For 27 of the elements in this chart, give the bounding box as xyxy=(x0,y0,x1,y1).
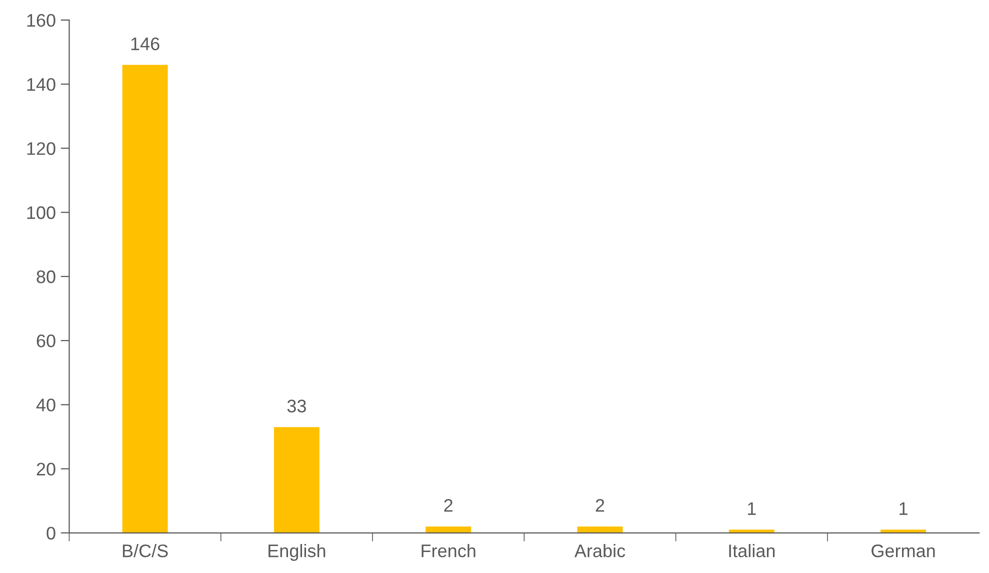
y-tick-label: 60 xyxy=(36,334,56,348)
y-tick-label: 140 xyxy=(27,78,56,91)
data-label: 146 xyxy=(131,37,160,50)
data-label: 33 xyxy=(287,400,306,412)
bar xyxy=(880,530,926,533)
bar xyxy=(122,64,168,533)
y-tick-label: 100 xyxy=(27,206,56,220)
x-tick-label: English xyxy=(268,544,326,561)
data-label: 1 xyxy=(748,502,756,515)
x-tick-label: B/C/S xyxy=(122,544,168,558)
x-tick-label: Italian xyxy=(729,544,775,558)
bar xyxy=(577,526,623,533)
y-tick-label: 20 xyxy=(36,462,56,476)
bar xyxy=(274,427,320,533)
x-tick-label: French xyxy=(422,544,476,558)
y-tick-label: 160 xyxy=(27,14,56,27)
x-tick-label: German xyxy=(872,544,935,558)
y-tick-label: 80 xyxy=(36,270,56,284)
y-tick-label: 40 xyxy=(36,398,56,412)
data-label: 1 xyxy=(900,502,908,515)
data-label: 2 xyxy=(596,499,604,512)
y-tick-label: 120 xyxy=(27,142,56,155)
x-tick-label: Arabic xyxy=(574,544,626,558)
bar xyxy=(426,526,472,533)
data-label: 2 xyxy=(444,499,452,512)
bar xyxy=(728,530,774,533)
y-tick-label: 0 xyxy=(46,526,56,540)
